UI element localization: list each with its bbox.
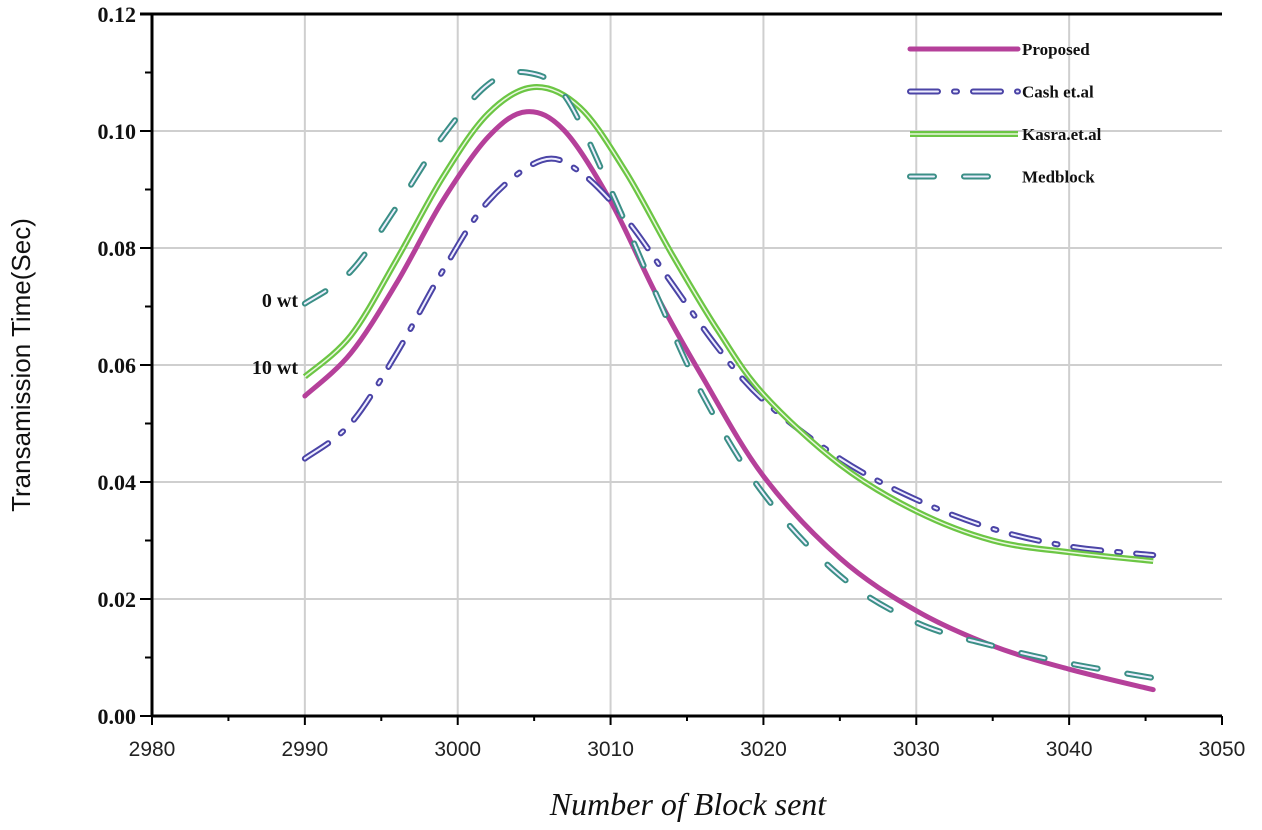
legend-item: Cash et.al <box>907 83 1094 102</box>
y-axis-label: Transamission Time(Sec) <box>6 218 36 512</box>
x-tick-label: 2980 <box>129 738 176 761</box>
series-line-inner <box>303 157 1155 557</box>
legend: Proposed Cash et.al Kasra.et.al Medblock <box>907 40 1102 187</box>
x-tick-label: 3030 <box>893 738 940 761</box>
x-tick-label: 2990 <box>281 738 328 761</box>
y-tick-label: 0.02 <box>98 587 137 612</box>
x-tick-label: 3010 <box>587 738 634 761</box>
x-tick-label: 3000 <box>434 738 481 761</box>
series-layer <box>301 68 1157 693</box>
x-tick-label: 3050 <box>1199 738 1246 761</box>
legend-item: Kasra.et.al <box>910 125 1102 144</box>
series-proposed <box>302 109 1156 693</box>
series-cash-et-al <box>301 155 1157 559</box>
series-line <box>302 109 1156 693</box>
series-line <box>301 68 1157 681</box>
legend-item: Medblock <box>907 168 1095 187</box>
legend-label: Proposed <box>1022 40 1090 59</box>
legend-label: Medblock <box>1022 168 1095 187</box>
series-kasra-et-al <box>302 84 1154 564</box>
y-tick-label: 0.10 <box>98 119 137 144</box>
y-tick-label: 0.00 <box>98 704 137 729</box>
y-tick-label: 0.06 <box>98 353 137 378</box>
legend-label: Kasra.et.al <box>1022 125 1102 144</box>
legend-label: Cash et.al <box>1022 83 1094 102</box>
annotation-10wt: 10 wt <box>252 357 298 379</box>
x-axis-label: Number of Block sent <box>549 786 828 822</box>
series-line-inner <box>303 70 1155 679</box>
series-medblock <box>301 68 1157 681</box>
x-tick-label: 3020 <box>740 738 787 761</box>
series-line <box>302 84 1154 564</box>
x-tick-label: 3040 <box>1046 738 1093 761</box>
annotation-0wt: 0 wt <box>262 290 298 312</box>
legend-item: Proposed <box>907 40 1090 59</box>
tick-labels: 2980 2990 3000 3010 3020 3030 3040 3050 0.00 0.02… <box>98 2 1246 761</box>
y-tick-label: 0.04 <box>98 470 137 495</box>
series-line-inner <box>304 86 1154 562</box>
y-tick-label: 0.12 <box>98 2 137 27</box>
axes <box>140 12 1223 725</box>
y-tick-label: 0.08 <box>98 236 137 261</box>
